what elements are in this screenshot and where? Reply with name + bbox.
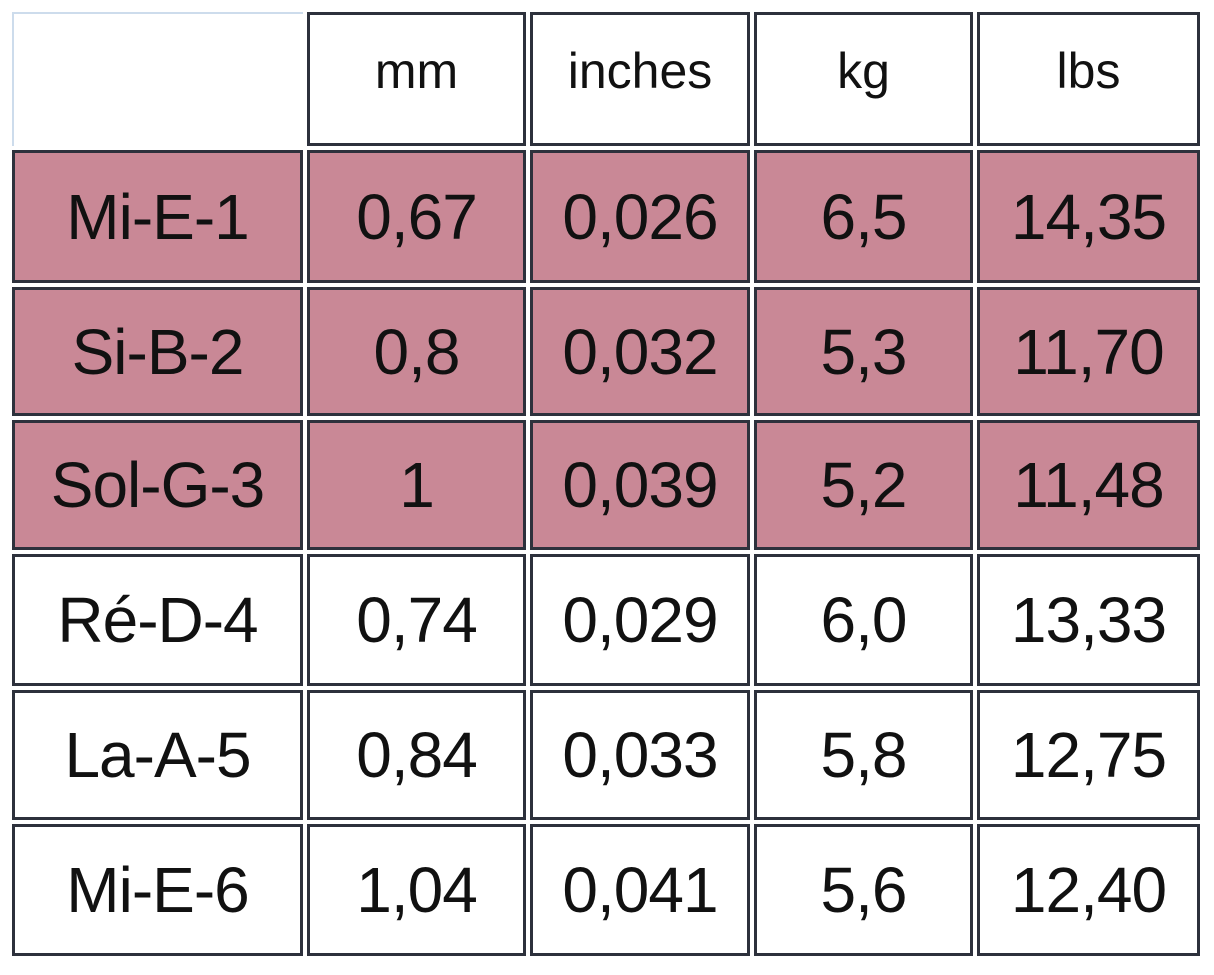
row-label: Si-B-2 (12, 287, 303, 416)
data-cell: 6,5 (754, 150, 973, 283)
data-cell: 5,3 (754, 287, 973, 416)
data-cell: 0,84 (307, 690, 526, 820)
data-cell: 0,039 (530, 420, 750, 550)
data-cell: 5,2 (754, 420, 973, 550)
data-cell: 0,74 (307, 554, 526, 686)
data-cell: 0,032 (530, 287, 750, 416)
data-cell: 12,40 (977, 824, 1200, 956)
data-cell: 12,75 (977, 690, 1200, 820)
row-label: Mi-E-1 (12, 150, 303, 283)
data-cell: 0,67 (307, 150, 526, 283)
data-cell: 14,35 (977, 150, 1200, 283)
row-label: Sol-G-3 (12, 420, 303, 550)
row-label: Mi-E-6 (12, 824, 303, 956)
data-cell: 0,033 (530, 690, 750, 820)
row-label: Ré-D-4 (12, 554, 303, 686)
data-cell: 0,026 (530, 150, 750, 283)
header-cell: lbs (977, 12, 1200, 146)
data-cell: 6,0 (754, 554, 973, 686)
header-cell: mm (307, 12, 526, 146)
data-cell: 1 (307, 420, 526, 550)
data-cell: 1,04 (307, 824, 526, 956)
data-cell: 0,041 (530, 824, 750, 956)
header-cell: kg (754, 12, 973, 146)
header-cell: inches (530, 12, 750, 146)
data-cell: 5,8 (754, 690, 973, 820)
row-label: La-A-5 (12, 690, 303, 820)
data-cell: 11,70 (977, 287, 1200, 416)
data-cell: 5,6 (754, 824, 973, 956)
data-cell: 0,8 (307, 287, 526, 416)
corner-cell (12, 12, 303, 146)
data-cell: 0,029 (530, 554, 750, 686)
data-cell: 13,33 (977, 554, 1200, 686)
data-cell: 11,48 (977, 420, 1200, 550)
